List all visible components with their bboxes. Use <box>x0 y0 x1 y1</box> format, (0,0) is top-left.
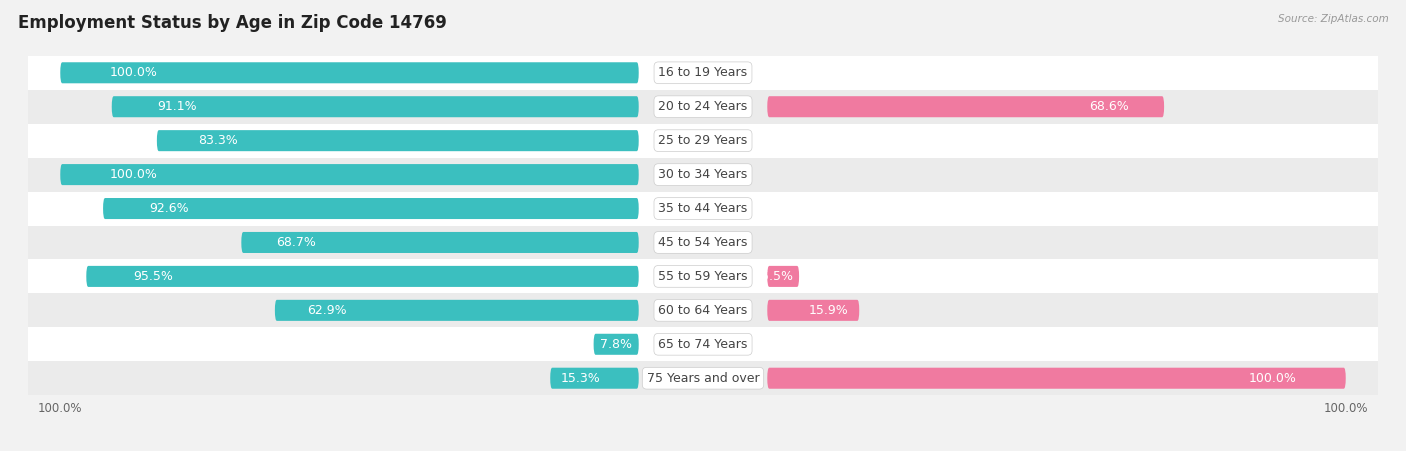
Text: 15.3%: 15.3% <box>561 372 600 385</box>
Text: Source: ZipAtlas.com: Source: ZipAtlas.com <box>1278 14 1389 23</box>
Text: 60 to 64 Years: 60 to 64 Years <box>658 304 748 317</box>
Text: 55 to 59 Years: 55 to 59 Years <box>658 270 748 283</box>
Text: 7.8%: 7.8% <box>600 338 633 351</box>
Text: 92.6%: 92.6% <box>149 202 188 215</box>
FancyBboxPatch shape <box>593 334 638 355</box>
Bar <box>28 124 1378 158</box>
Bar <box>28 226 1378 259</box>
Text: 45 to 54 Years: 45 to 54 Years <box>658 236 748 249</box>
FancyBboxPatch shape <box>768 96 1164 117</box>
FancyBboxPatch shape <box>274 300 638 321</box>
Text: 65 to 74 Years: 65 to 74 Years <box>658 338 748 351</box>
Text: 68.6%: 68.6% <box>1090 100 1129 113</box>
Bar <box>28 259 1378 293</box>
Text: 100.0%: 100.0% <box>110 168 157 181</box>
Bar <box>28 327 1378 361</box>
Text: 62.9%: 62.9% <box>307 304 347 317</box>
Text: 68.7%: 68.7% <box>277 236 316 249</box>
Text: 91.1%: 91.1% <box>157 100 197 113</box>
Text: 95.5%: 95.5% <box>134 270 173 283</box>
Text: 25 to 29 Years: 25 to 29 Years <box>658 134 748 147</box>
FancyBboxPatch shape <box>550 368 638 389</box>
FancyBboxPatch shape <box>242 232 638 253</box>
FancyBboxPatch shape <box>768 368 1346 389</box>
Text: 20 to 24 Years: 20 to 24 Years <box>658 100 748 113</box>
Text: 100.0%: 100.0% <box>1249 372 1296 385</box>
Text: 75 Years and over: 75 Years and over <box>647 372 759 385</box>
Bar <box>28 361 1378 395</box>
Bar <box>28 158 1378 192</box>
FancyBboxPatch shape <box>111 96 638 117</box>
FancyBboxPatch shape <box>86 266 638 287</box>
Text: 15.9%: 15.9% <box>808 304 849 317</box>
Text: 100.0%: 100.0% <box>110 66 157 79</box>
FancyBboxPatch shape <box>103 198 638 219</box>
Bar <box>28 293 1378 327</box>
Text: 35 to 44 Years: 35 to 44 Years <box>658 202 748 215</box>
FancyBboxPatch shape <box>768 266 799 287</box>
Text: Employment Status by Age in Zip Code 14769: Employment Status by Age in Zip Code 147… <box>18 14 447 32</box>
Bar <box>28 56 1378 90</box>
FancyBboxPatch shape <box>768 300 859 321</box>
Text: 16 to 19 Years: 16 to 19 Years <box>658 66 748 79</box>
FancyBboxPatch shape <box>60 164 638 185</box>
Text: 5.5%: 5.5% <box>761 270 793 283</box>
Bar <box>28 192 1378 226</box>
Text: 83.3%: 83.3% <box>198 134 239 147</box>
FancyBboxPatch shape <box>157 130 638 151</box>
FancyBboxPatch shape <box>60 62 638 83</box>
Text: 30 to 34 Years: 30 to 34 Years <box>658 168 748 181</box>
Bar <box>28 90 1378 124</box>
